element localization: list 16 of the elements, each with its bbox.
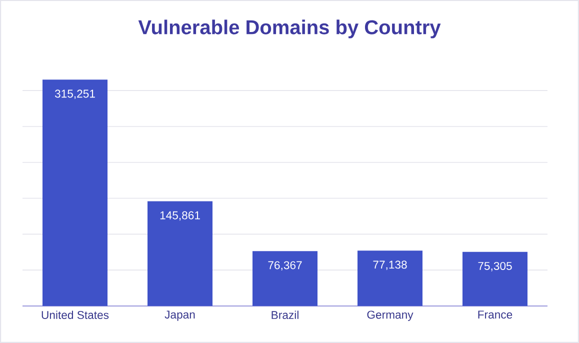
- x-tick-label: Japan: [164, 310, 195, 321]
- data-label: 77,138: [373, 260, 407, 270]
- x-tick-label: France: [478, 310, 512, 319]
- x-tick-label: United States: [42, 310, 109, 320]
- bar: [42, 80, 108, 306]
- chart-title: Vulnerable Domains by Country: [138, 20, 441, 38]
- data-label: 76,367: [268, 261, 302, 271]
- bar: [148, 201, 213, 306]
- data-label: 145,861: [160, 211, 200, 221]
- data-label: 315,251: [54, 90, 95, 100]
- bar: [357, 250, 422, 306]
- data-label: 75,305: [478, 262, 512, 272]
- bar: [252, 251, 318, 306]
- bar: [462, 252, 528, 306]
- x-tick-label: Brazil: [272, 310, 298, 320]
- x-tick-label: Germany: [367, 310, 414, 321]
